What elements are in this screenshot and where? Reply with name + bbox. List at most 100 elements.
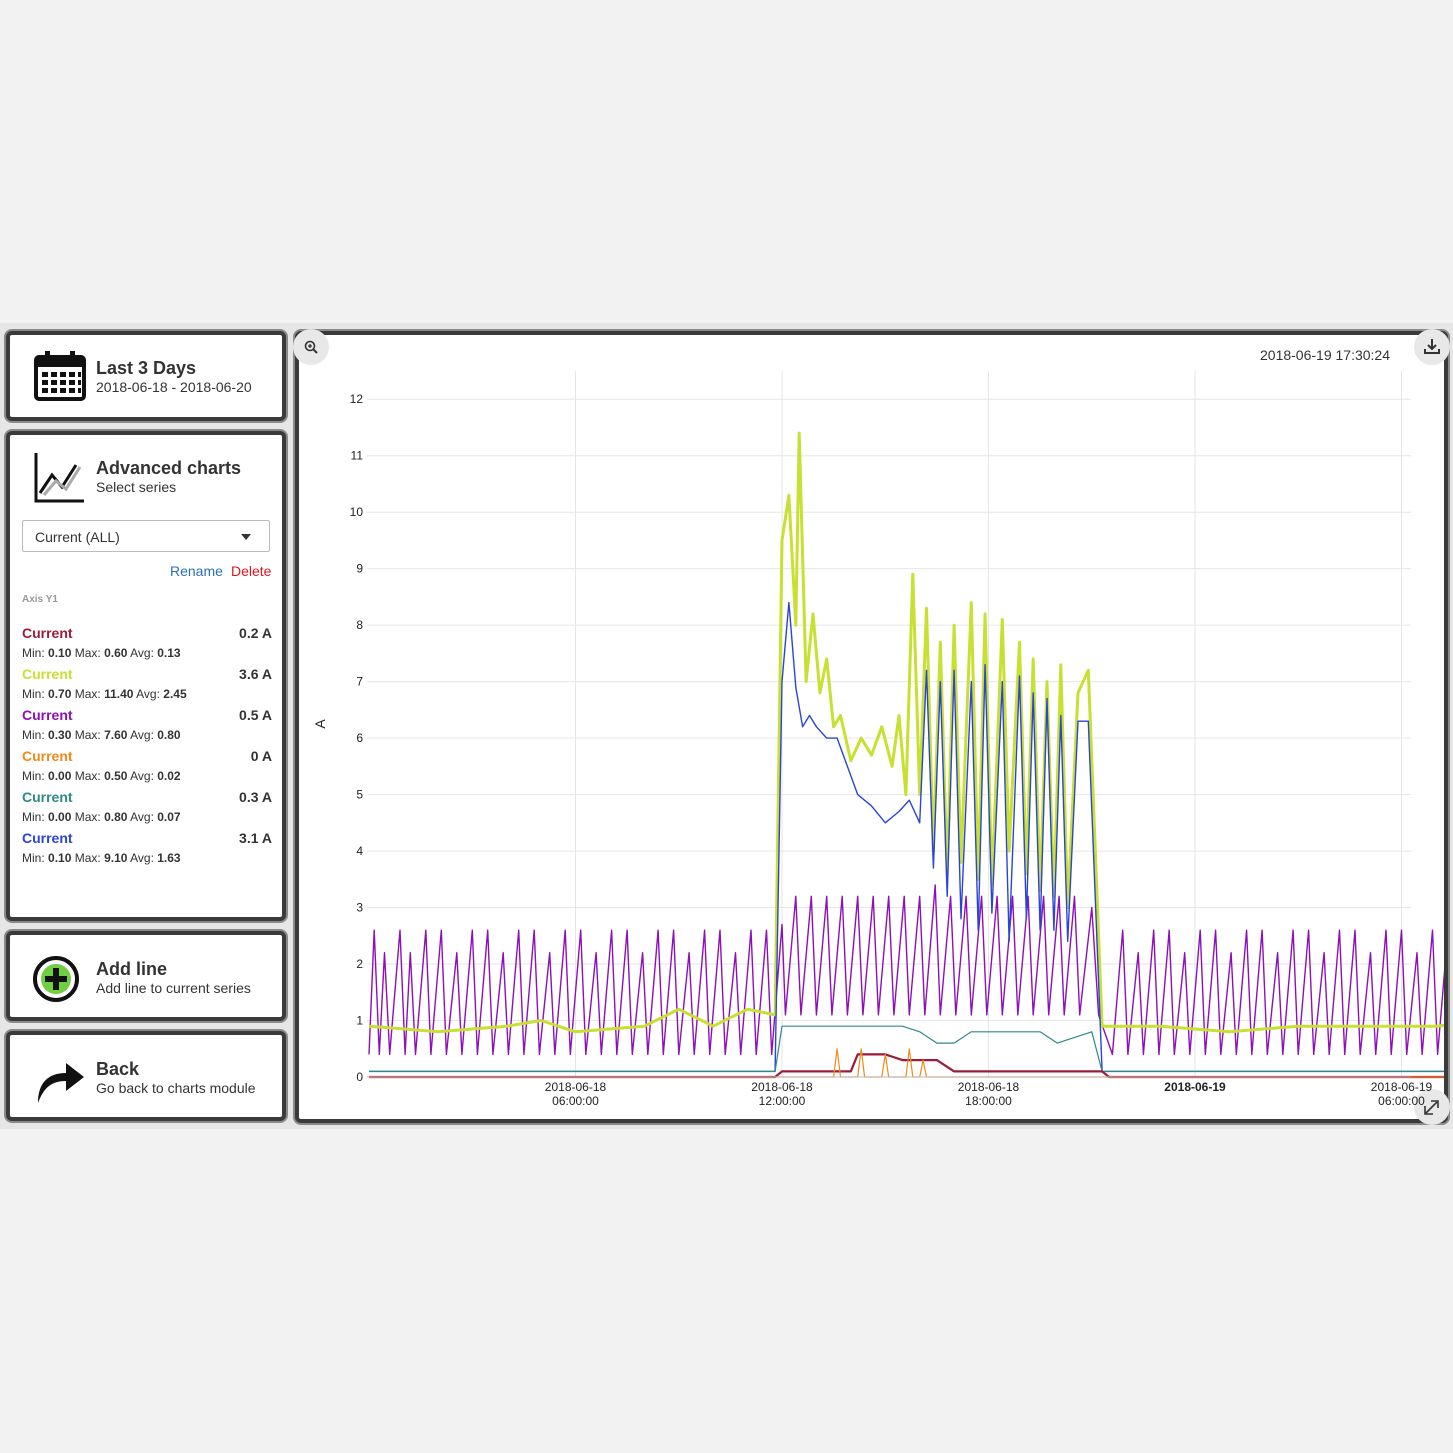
y-tick-label: 4 bbox=[356, 844, 363, 858]
date-range-subtitle: 2018-06-18 - 2018-06-20 bbox=[96, 379, 252, 395]
delete-link[interactable]: Delete bbox=[231, 563, 272, 579]
min-value: 0.00 bbox=[48, 769, 72, 783]
download-icon bbox=[1424, 339, 1440, 354]
y-tick-label: 1 bbox=[356, 1014, 363, 1028]
series-line bbox=[369, 1025, 1444, 1073]
x-tick-label: 2018-06-18 bbox=[958, 1080, 1020, 1094]
max-label: Max: bbox=[74, 687, 101, 701]
max-label: Max: bbox=[74, 728, 101, 742]
series-line bbox=[369, 1053, 1444, 1079]
max-value: 0.80 bbox=[104, 810, 128, 824]
series-current-value: 0 A bbox=[250, 748, 272, 764]
series-row[interactable]: Current 3.6 A Min: 0.70 Max: 11.40 Avg: 2.… bbox=[22, 666, 272, 707]
y-tick-label: 5 bbox=[356, 788, 363, 802]
redo-arrow-icon bbox=[38, 1063, 84, 1103]
series-line bbox=[368, 431, 1444, 1034]
series-current-value: 3.6 A bbox=[239, 666, 272, 682]
min-label: Min: bbox=[22, 851, 45, 865]
download-button[interactable] bbox=[1414, 329, 1450, 365]
back-title: Back bbox=[96, 1059, 140, 1079]
calendar-icon bbox=[34, 351, 86, 401]
series-current-value: 0.3 A bbox=[239, 789, 272, 805]
series-stats: Min: 0.10 Max: 0.60 Avg: 0.13 bbox=[22, 646, 181, 660]
min-value: 0.30 bbox=[48, 728, 72, 742]
x-tick-label: 12:00:00 bbox=[759, 1094, 806, 1108]
x-tick-label: 2018-06-19 bbox=[1164, 1080, 1226, 1094]
max-value: 0.60 bbox=[104, 646, 128, 660]
series-line bbox=[369, 1048, 1444, 1078]
max-value: 7.60 bbox=[104, 728, 128, 742]
line-chart-icon bbox=[34, 453, 84, 503]
series-line bbox=[369, 601, 1444, 1073]
x-tick-label: 2018-06-19 bbox=[1371, 1080, 1433, 1094]
min-value: 0.10 bbox=[48, 851, 72, 865]
min-label: Min: bbox=[22, 810, 45, 824]
max-label: Max: bbox=[74, 851, 101, 865]
max-value: 11.40 bbox=[104, 687, 134, 701]
avg-value: 0.13 bbox=[157, 646, 181, 660]
avg-label: Avg: bbox=[130, 646, 154, 660]
cursor-timestamp: 2018-06-19 17:30:24 bbox=[1260, 347, 1390, 363]
avg-value: 0.02 bbox=[157, 769, 181, 783]
series-current-value: 3.1 A bbox=[239, 830, 272, 846]
avg-value: 0.07 bbox=[157, 810, 181, 824]
current-chart[interactable]: 01234567891011122018-06-1806:00:002018-0… bbox=[299, 335, 1444, 1119]
advanced-charts-card: Advanced charts Select series Current (A… bbox=[6, 431, 286, 921]
max-value: 9.10 bbox=[104, 851, 128, 865]
expand-icon bbox=[1424, 1100, 1439, 1115]
y-tick-label: 3 bbox=[356, 901, 363, 915]
avg-value: 0.80 bbox=[157, 728, 181, 742]
series-stats: Min: 0.30 Max: 7.60 Avg: 0.80 bbox=[22, 728, 181, 742]
min-label: Min: bbox=[22, 769, 45, 783]
series-row[interactable]: Current 0.2 A Min: 0.10 Max: 0.60 Avg: 0.1… bbox=[22, 625, 272, 666]
add-line-title: Add line bbox=[96, 959, 167, 979]
y-axis-label: A bbox=[312, 719, 328, 729]
series-current-value: 0.2 A bbox=[239, 625, 272, 641]
avg-value: 1.63 bbox=[157, 851, 181, 865]
advanced-charts-subtitle: Select series bbox=[96, 479, 177, 495]
max-label: Max: bbox=[74, 646, 101, 660]
min-value: 0.70 bbox=[48, 687, 72, 701]
y-tick-label: 12 bbox=[350, 392, 364, 406]
min-value: 0.10 bbox=[48, 646, 72, 660]
series-row[interactable]: Current 0.5 A Min: 0.30 Max: 7.60 Avg: 0.8… bbox=[22, 707, 272, 748]
y-tick-label: 0 bbox=[356, 1070, 363, 1084]
series-name: Current bbox=[22, 748, 73, 764]
y-tick-label: 6 bbox=[356, 731, 363, 745]
expand-button[interactable] bbox=[1414, 1089, 1450, 1125]
series-name: Current bbox=[22, 625, 73, 641]
back-card[interactable]: Back Go back to charts module bbox=[6, 1031, 286, 1121]
series-row[interactable]: Current 0.3 A Min: 0.00 Max: 0.80 Avg: 0.0… bbox=[22, 789, 272, 830]
series-row[interactable]: Current 3.1 A Min: 0.10 Max: 9.10 Avg: 1.6… bbox=[22, 830, 272, 871]
add-line-card[interactable]: Add line Add line to current series bbox=[6, 931, 286, 1021]
y-tick-label: 11 bbox=[351, 449, 364, 463]
zoom-in-icon bbox=[304, 340, 318, 354]
avg-value: 2.45 bbox=[163, 687, 187, 701]
series-current-value: 0.5 A bbox=[239, 707, 272, 723]
x-tick-label: 2018-06-18 bbox=[751, 1080, 813, 1094]
series-select-value: Current (ALL) bbox=[35, 529, 120, 545]
series-select[interactable]: Current (ALL) bbox=[22, 520, 270, 552]
date-range-title: Last 3 Days bbox=[96, 358, 197, 378]
add-line-subtitle: Add line to current series bbox=[96, 980, 251, 996]
x-tick-label: 06:00:00 bbox=[1378, 1094, 1425, 1108]
y-tick-label: 8 bbox=[356, 618, 363, 632]
series-name: Current bbox=[22, 789, 73, 805]
x-tick-label: 18:00:00 bbox=[965, 1094, 1012, 1108]
min-value: 0.00 bbox=[48, 810, 72, 824]
avg-label: Avg: bbox=[136, 687, 160, 701]
series-name: Current bbox=[22, 666, 73, 682]
avg-label: Avg: bbox=[130, 728, 154, 742]
avg-label: Avg: bbox=[130, 769, 154, 783]
add-circle-icon bbox=[33, 956, 79, 1002]
series-stats: Min: 0.00 Max: 0.80 Avg: 0.07 bbox=[22, 810, 181, 824]
series-name: Current bbox=[22, 707, 73, 723]
series-row[interactable]: Current 0 A Min: 0.00 Max: 0.50 Avg: 0.02 bbox=[22, 748, 272, 789]
app-container: Last 3 Days 2018-06-18 - 2018-06-20 Adva… bbox=[0, 323, 1453, 1129]
series-stats: Min: 0.00 Max: 0.50 Avg: 0.02 bbox=[22, 769, 181, 783]
rename-link[interactable]: Rename bbox=[170, 563, 223, 579]
zoom-button[interactable] bbox=[293, 329, 329, 365]
date-range-card[interactable]: Last 3 Days 2018-06-18 - 2018-06-20 bbox=[6, 331, 286, 421]
series-stats: Min: 0.70 Max: 11.40 Avg: 2.45 bbox=[22, 687, 187, 701]
x-tick-label: 06:00:00 bbox=[552, 1094, 599, 1108]
